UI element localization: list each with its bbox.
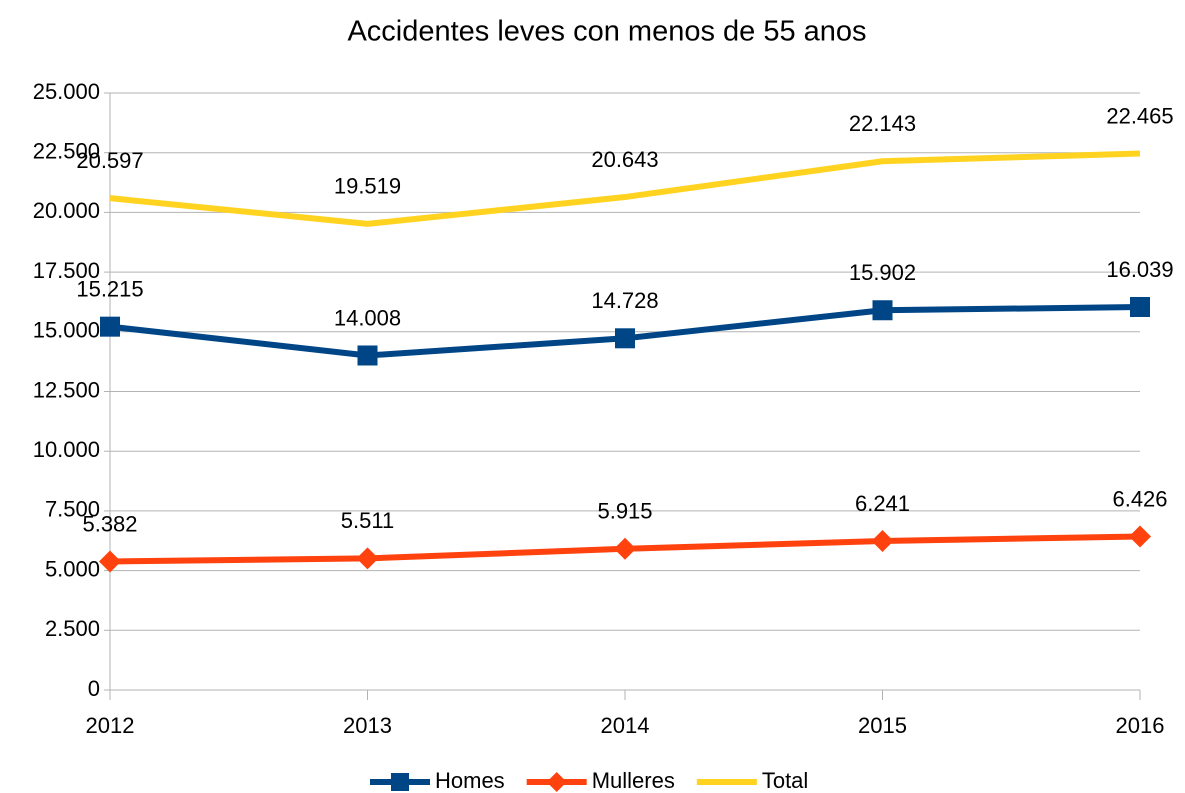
marker (546, 772, 567, 792)
data-label: 6.241 (855, 491, 910, 516)
data-label: 22.465 (1106, 103, 1173, 128)
marker (614, 537, 636, 560)
y-tick-label: 0 (88, 676, 100, 701)
chart-title: Accidentes leves con menos de 55 anos (347, 16, 866, 48)
y-tick-label: 2.500 (45, 616, 100, 641)
y-tick-label: 17.500 (33, 258, 100, 283)
x-tick-label: 2014 (601, 713, 650, 738)
data-label: 20.597 (76, 148, 143, 173)
data-label: 6.426 (1112, 486, 1167, 511)
y-tick-label: 20.000 (33, 198, 100, 223)
data-label: 19.519 (334, 174, 401, 199)
marker (1130, 296, 1150, 317)
x-tick-label: 2013 (343, 713, 392, 738)
y-tick-label: 22.500 (33, 139, 100, 164)
data-label: 15.902 (849, 260, 916, 285)
x-tick-label: 2012 (86, 713, 135, 738)
legend-label: Total (762, 768, 808, 793)
marker (100, 316, 120, 337)
data-label: 5.915 (597, 499, 652, 524)
marker (391, 773, 409, 791)
x-tick-label: 2016 (1116, 713, 1165, 738)
y-tick-label: 7.500 (45, 497, 100, 522)
data-label: 22.143 (849, 111, 916, 136)
data-label: 16.039 (1106, 257, 1173, 282)
marker (99, 550, 121, 573)
data-label: 5.382 (82, 511, 137, 536)
data-label: 14.728 (591, 288, 658, 313)
y-tick-label: 12.500 (33, 377, 100, 402)
legend-label: Homes (435, 768, 505, 793)
marker (357, 345, 378, 366)
data-label: 15.215 (76, 276, 143, 301)
marker (615, 328, 635, 349)
y-tick-label: 25.000 (33, 79, 100, 104)
legend-label: Mulleres (592, 768, 675, 793)
data-label: 14.008 (334, 305, 401, 330)
marker (356, 547, 379, 570)
marker (872, 300, 893, 321)
data-label: 5.511 (341, 508, 394, 533)
y-tick-label: 5.000 (45, 556, 100, 581)
marker (1129, 525, 1151, 548)
series-line (109, 150, 1141, 227)
marker (871, 529, 894, 552)
y-tick-label: 15.000 (33, 318, 100, 343)
data-label: 20.643 (591, 147, 658, 172)
y-tick-label: 10.000 (33, 437, 100, 462)
x-tick-label: 2015 (858, 713, 907, 738)
